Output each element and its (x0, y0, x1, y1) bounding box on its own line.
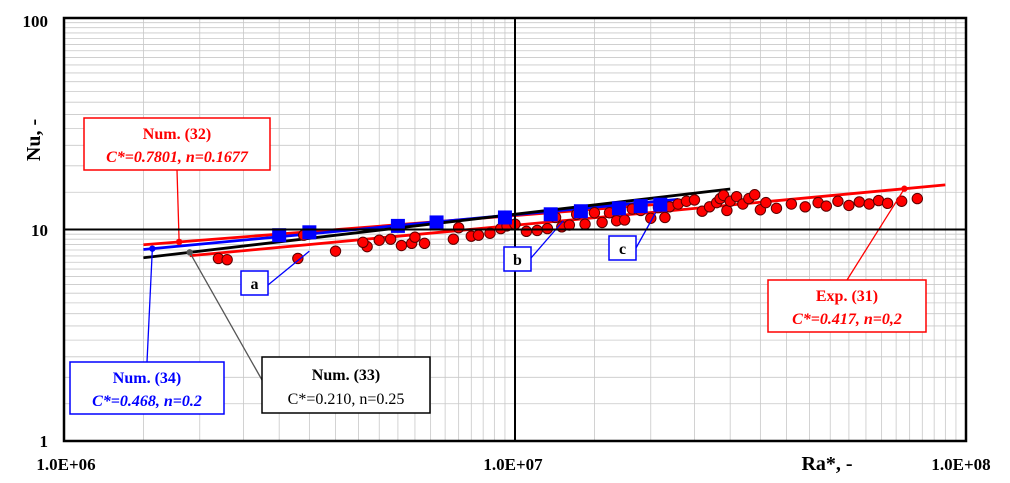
y-tick-100: 100 (23, 12, 49, 31)
experimental-point (785, 198, 798, 210)
leader-num34 (146, 248, 154, 363)
experimental-point (418, 237, 431, 250)
tick-labels: 100 10 1 1.0E+06 1.0E+07 1.0E+08 (23, 12, 991, 474)
annotation-num34: Num. (34) C*=0.468, n=0.2 (69, 361, 225, 415)
numerical-point (302, 225, 317, 240)
fit-line-num34 (143, 197, 679, 251)
svg-text:c: c (619, 241, 626, 258)
experimental-point (863, 198, 875, 210)
experimental-point (820, 200, 832, 212)
experimental-point (395, 239, 408, 252)
experimental-point (520, 225, 533, 238)
experimental-point (843, 199, 855, 212)
experimental-point (596, 216, 608, 229)
tag-b: b (503, 246, 532, 272)
annotation-exp31: Exp. (31) C*=0.417, n=0,2 (767, 279, 927, 333)
svg-text:Num. (33): Num. (33) (312, 367, 380, 384)
tag-a: a (240, 270, 269, 296)
numerical-point (390, 218, 405, 233)
svg-text:Num. (34): Num. (34) (113, 370, 181, 387)
experimental-point (770, 202, 783, 214)
svg-text:C*=0.7801, n=0.1677: C*=0.7801, n=0.1677 (106, 149, 249, 166)
fit-lines (143, 183, 946, 260)
experimental-point (292, 252, 304, 265)
leader-num32 (176, 169, 180, 242)
y-axis-label: Nu, - (23, 119, 45, 161)
x-tick-1e6: 1.0E+06 (36, 455, 95, 474)
experimental-point (730, 190, 743, 203)
numerical-point (611, 201, 626, 216)
leader-num32-dot (175, 238, 183, 246)
numerical-point (633, 199, 648, 214)
annotation-num33: Num. (33) C*=0.210, n=0.25 (261, 356, 431, 414)
svg-text:C*=0.210, n=0.25: C*=0.210, n=0.25 (288, 391, 405, 408)
leader-num34-dot (149, 245, 156, 252)
leader-b (530, 220, 564, 259)
y-tick-1: 1 (40, 432, 49, 451)
experimental-point (659, 211, 671, 224)
leader-num33 (189, 252, 263, 381)
numerical-point (573, 204, 588, 219)
experimental-point (799, 201, 811, 213)
numerical-point (543, 207, 558, 222)
leader-exp31-dot (901, 185, 908, 192)
numerical-point (653, 197, 668, 212)
leader-a (267, 250, 310, 286)
experimental-point (409, 231, 421, 243)
data-markers (212, 189, 924, 266)
svg-text:a: a (251, 276, 259, 293)
experimental-point (688, 194, 701, 206)
experimental-point (384, 233, 397, 245)
leader-num33-dot (186, 249, 193, 256)
numerical-point (272, 228, 287, 243)
experimental-point (832, 195, 844, 207)
svg-text:Exp. (31): Exp. (31) (816, 288, 878, 305)
experimental-point (329, 245, 342, 257)
svg-text:C*=0.417, n=0,2: C*=0.417, n=0,2 (792, 311, 902, 328)
experimental-point (618, 214, 631, 226)
experimental-point (452, 221, 465, 234)
numerical-point (429, 215, 444, 230)
x-tick-1e7: 1.0E+07 (483, 455, 543, 474)
experimental-point (853, 196, 866, 208)
annotation-num32: Num. (32) C*=0.7801, n=0.1677 (83, 117, 271, 171)
svg-text:C*=0.468, n=0.2: C*=0.468, n=0.2 (92, 393, 202, 410)
experimental-point (447, 233, 460, 245)
experimental-point (760, 196, 772, 209)
experimental-point (579, 218, 591, 230)
experimental-point (881, 197, 894, 210)
y-tick-10: 10 (31, 221, 48, 240)
experimental-point (373, 234, 385, 246)
experimental-point (357, 236, 369, 248)
tag-c: c (608, 235, 637, 261)
x-tick-1e8: 1.0E+08 (931, 455, 990, 474)
svg-text:Num. (32): Num. (32) (143, 126, 211, 143)
experimental-point (748, 189, 761, 201)
experimental-point (484, 227, 496, 239)
svg-text:b: b (513, 252, 522, 269)
x-axis-label: Ra*, - (801, 453, 852, 475)
numerical-point (497, 210, 512, 225)
experimental-point (221, 253, 233, 266)
experimental-point (911, 192, 924, 205)
experimental-point (472, 229, 485, 241)
experimental-point (588, 207, 601, 219)
leader-exp31 (846, 188, 905, 281)
